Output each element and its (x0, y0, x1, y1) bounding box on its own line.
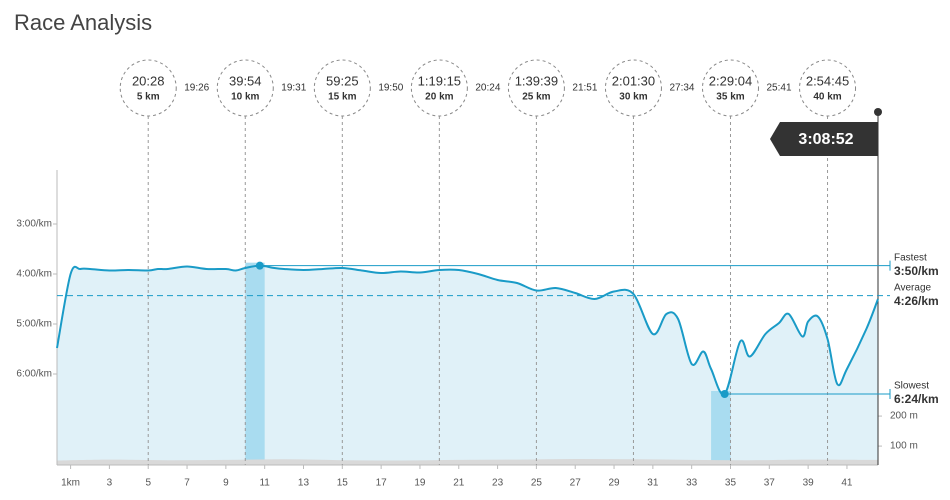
y-tick-label: 5:00/km (16, 319, 52, 330)
split-time: 19:31 (281, 83, 306, 94)
x-tick-label: 19 (414, 478, 426, 489)
checkpoint-time: 2:01:30 (612, 73, 655, 88)
finish-dot (874, 108, 882, 116)
average-label: Average (894, 282, 932, 293)
x-tick-label: 25 (531, 478, 543, 489)
highlight-band (245, 262, 265, 465)
fastest-dot (255, 261, 264, 270)
checkpoint-distance: 5 km (137, 92, 160, 103)
average-value: 4:26/km (894, 294, 939, 308)
x-tick-label: 3 (107, 478, 113, 489)
checkpoint-circle (507, 59, 565, 117)
slowest-dot (720, 390, 729, 398)
x-tick-label: 23 (492, 478, 504, 489)
finish-flag (770, 122, 878, 156)
checkpoint-distance: 15 km (328, 92, 356, 103)
checkpoint-time: 59:25 (326, 73, 359, 88)
checkpoint-distance: 10 km (231, 92, 259, 103)
split-time: 25:41 (766, 83, 791, 94)
checkpoint-time: 39:54 (229, 73, 262, 88)
checkpoint-circle (119, 59, 177, 117)
checkpoint-time: 20:28 (132, 73, 165, 88)
x-tick-label: 11 (259, 478, 270, 489)
y2-tick-label: 200 m (890, 411, 918, 422)
split-time: 21:51 (572, 83, 597, 94)
checkpoint-circle (701, 59, 759, 117)
split-time: 19:50 (378, 83, 403, 94)
x-tick-label: 37 (764, 478, 776, 489)
x-tick-label: 27 (570, 478, 582, 489)
x-tick-label: 33 (686, 478, 698, 489)
x-tick-label: 17 (376, 478, 388, 489)
x-tick-label: 1km (61, 478, 80, 489)
checkpoint-circle (216, 59, 274, 117)
checkpoint-distance: 25 km (522, 92, 550, 103)
fastest-label: Fastest (894, 252, 927, 263)
pace-line (56, 264, 879, 396)
x-tick-label: 35 (725, 478, 737, 489)
x-tick-label: 9 (223, 478, 229, 489)
page-title: Race Analysis (14, 10, 152, 35)
slowest-label: Slowest (894, 381, 929, 392)
split-time: 20:24 (475, 83, 500, 94)
y-tick-label: 6:00/km (16, 369, 52, 380)
checkpoint-time: 2:54:45 (806, 73, 849, 88)
checkpoint-time: 2:29:04 (709, 73, 752, 88)
slowest-value: 6:24/km (894, 392, 939, 406)
checkpoint-time: 1:19:15 (418, 73, 461, 88)
split-time: 19:26 (184, 83, 209, 94)
x-tick-label: 31 (647, 478, 659, 489)
y-tick-label: 3:00/km (16, 219, 52, 230)
checkpoint-circle (604, 59, 662, 117)
checkpoint-circle (410, 59, 468, 117)
x-tick-label: 13 (298, 478, 310, 489)
checkpoint-distance: 30 km (619, 92, 647, 103)
x-tick-label: 7 (184, 478, 190, 489)
split-time: 27:34 (669, 83, 694, 94)
y2-tick-label: 100 m (890, 441, 918, 452)
checkpoint-circle (799, 59, 857, 117)
x-tick-label: 15 (337, 478, 349, 489)
elevation-area (57, 458, 878, 465)
checkpoint-circle (313, 59, 371, 117)
x-tick-label: 29 (608, 478, 620, 489)
finish-time: 3:08:52 (798, 131, 853, 148)
x-tick-label: 21 (453, 478, 465, 489)
x-tick-label: 39 (803, 478, 815, 489)
checkpoint-distance: 20 km (425, 92, 453, 103)
y-tick-label: 4:00/km (16, 269, 52, 280)
fastest-value: 3:50/km (894, 264, 939, 278)
checkpoint-distance: 40 km (813, 92, 841, 103)
x-tick-label: 5 (145, 478, 151, 489)
checkpoint-distance: 35 km (716, 92, 744, 103)
checkpoint-time: 1:39:39 (515, 73, 558, 88)
x-tick-label: 41 (841, 478, 853, 489)
highlight-band (711, 391, 731, 465)
